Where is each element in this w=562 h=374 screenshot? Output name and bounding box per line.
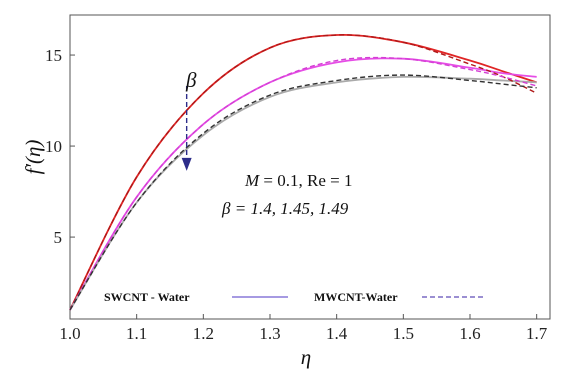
series-layer [69,33,537,311]
x-tick-label: 1.6 [459,324,480,343]
y-tick-label: 10 [45,137,62,156]
beta-label: β [185,68,197,92]
x-tick-label: 1.7 [526,324,548,343]
y-tick-label: 5 [54,228,63,247]
mwcnt-series-line-5 [69,74,537,311]
x-tick-label: 1.3 [259,324,280,343]
y-axis-label: f′(η) [21,140,45,175]
x-tick-label: 1.4 [326,324,348,343]
legend-label-mwcnt: MWCNT-Water [314,290,398,304]
legend: SWCNT - Water MWCNT-Water [104,290,486,304]
mwcnt-series-line-3 [69,34,537,311]
plot-frame [69,14,551,320]
x-tick-label: 1.2 [193,324,214,343]
y-tick-label: 15 [45,46,62,65]
params-line-2: β = 1.4, 1.45, 1.49 [221,199,349,218]
swcnt-series-line-2 [69,75,537,311]
mwcnt-series-line-4 [69,56,537,311]
params-line-1: M = 0.1, Re = 1 [244,171,352,190]
legend-label-swcnt: SWCNT - Water [104,290,190,304]
ticks: 1.0 1.1 1.2 1.3 1.4 1.5 1.6 1.7 5 10 15 [45,46,548,343]
beta-arrowhead [181,157,192,171]
x-tick-label: 1.1 [126,324,147,343]
x-axis-label: η [301,345,311,369]
x-tick-label: 1.5 [393,324,414,343]
x-tick-label: 1.0 [59,324,80,343]
